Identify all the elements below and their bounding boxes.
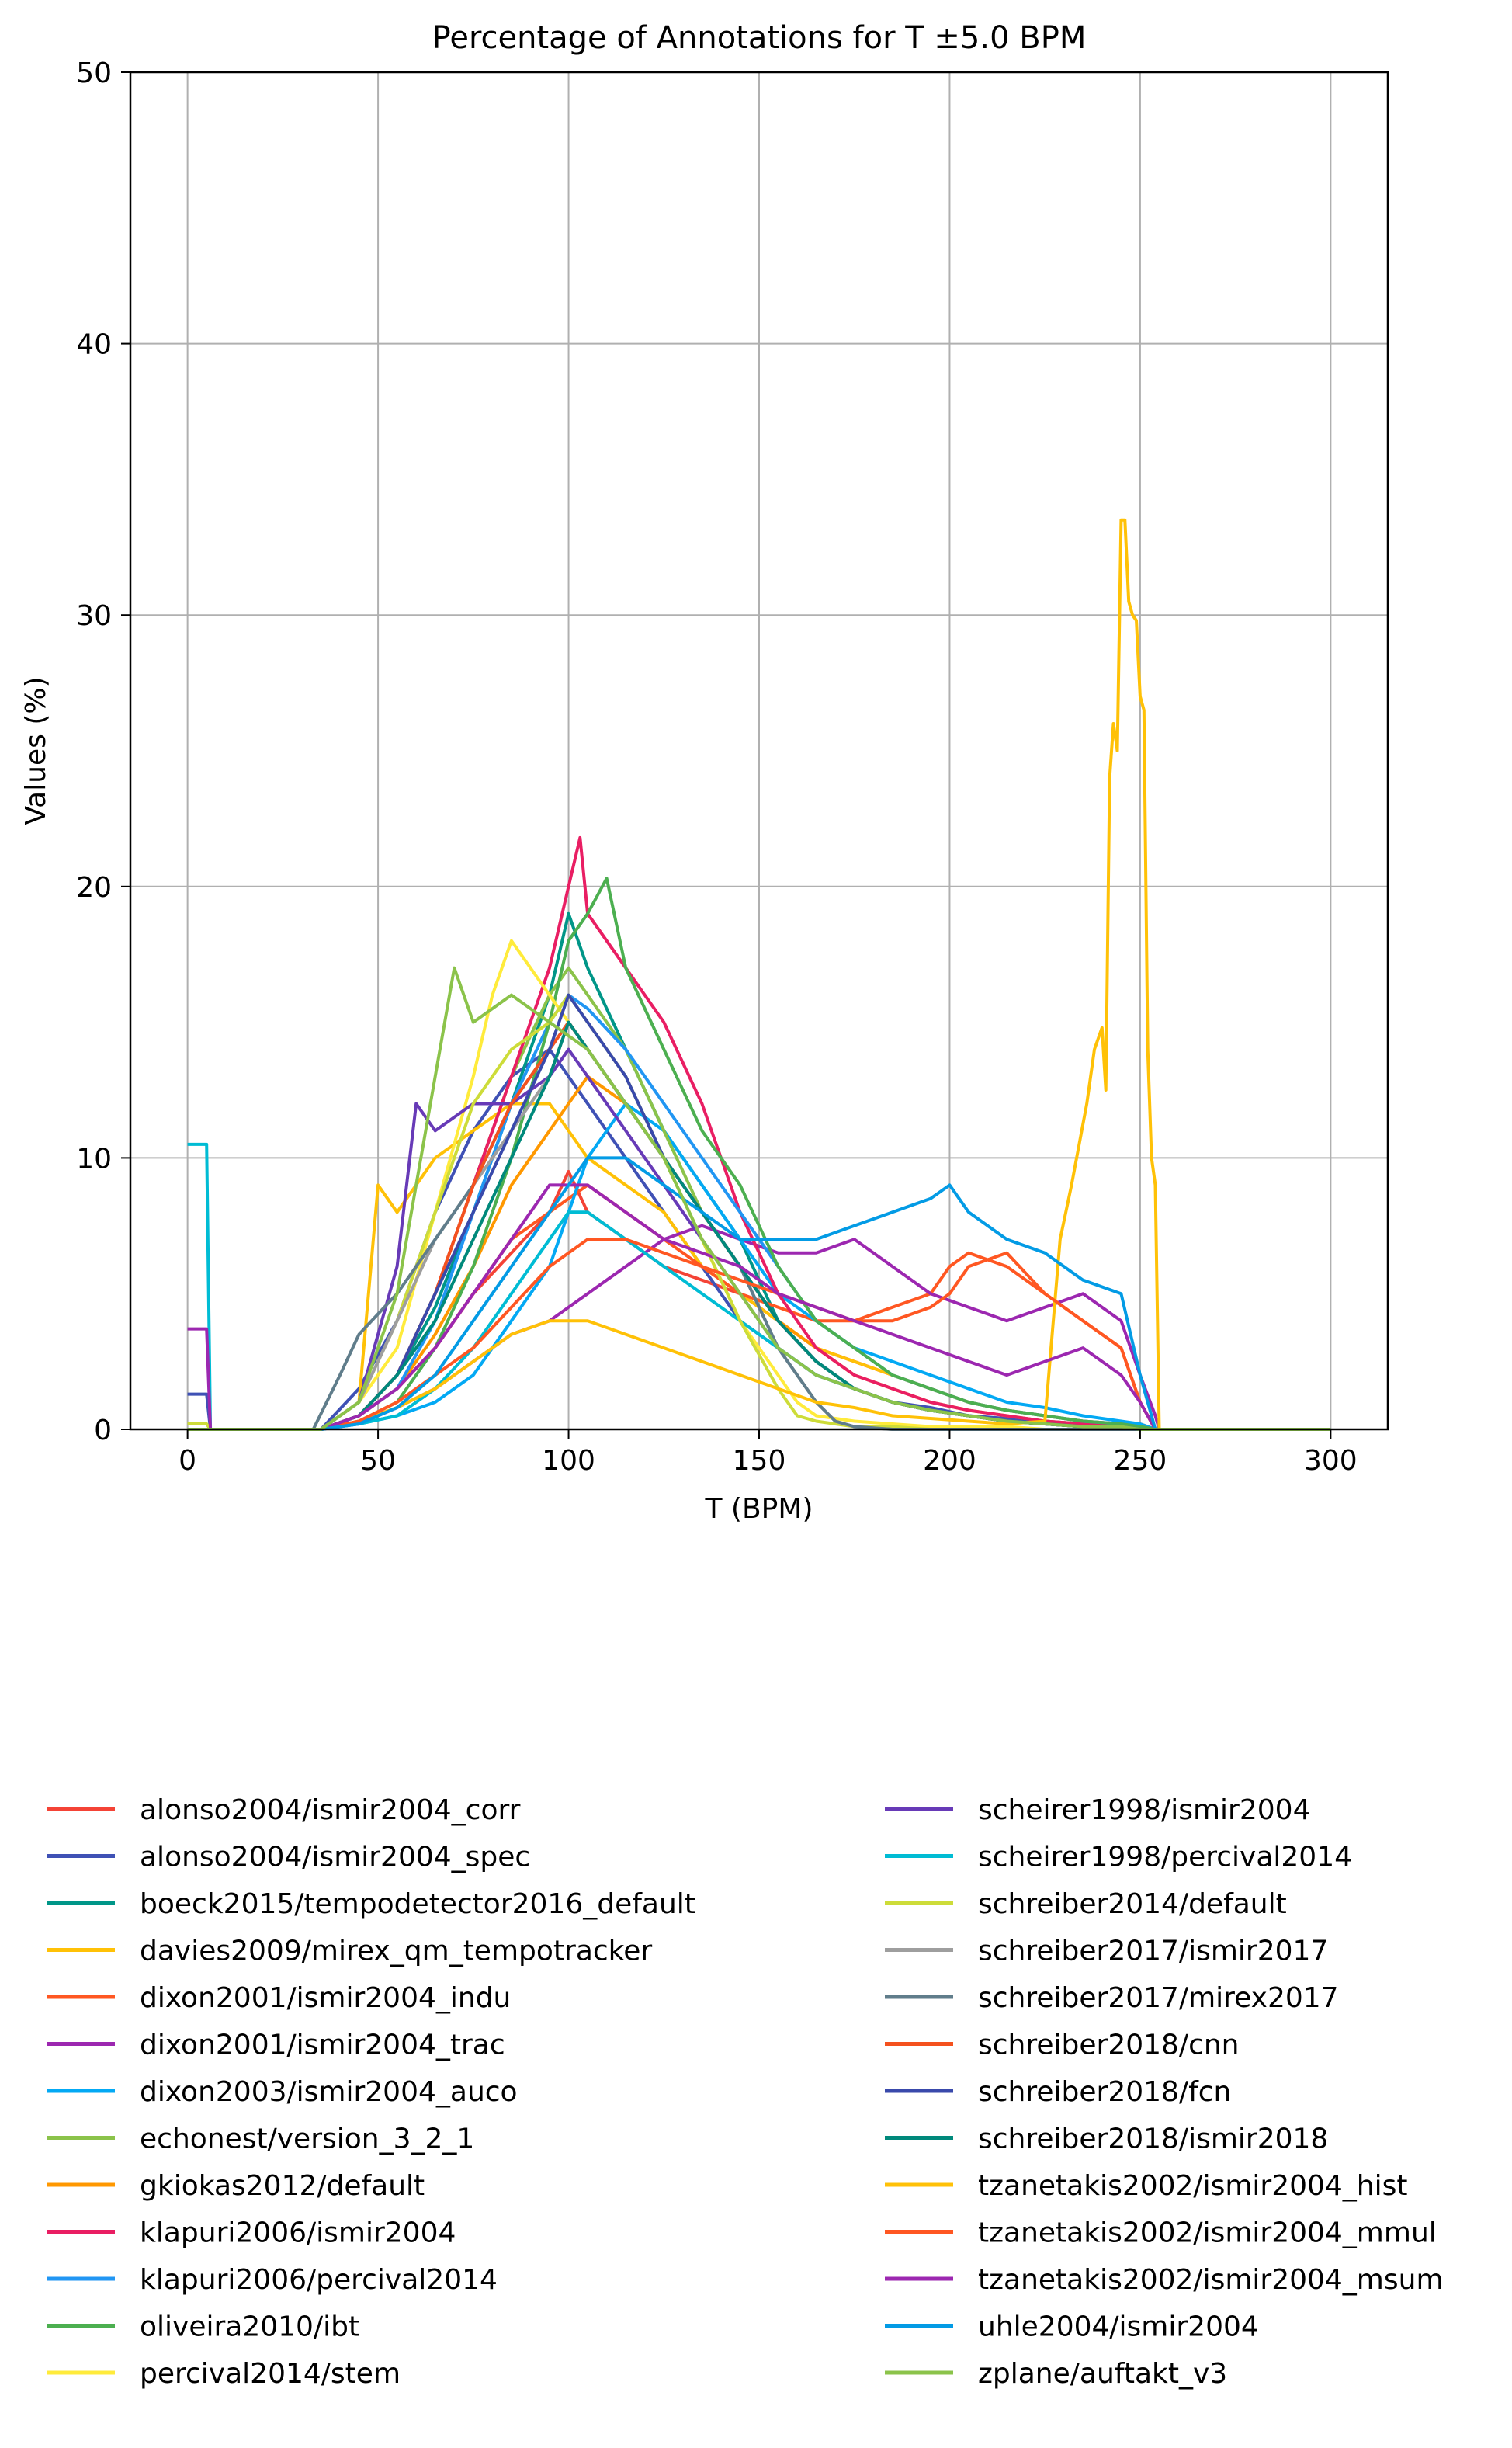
legend-item: alonso2004/ismir2004_corr xyxy=(47,1794,521,1826)
legend-item: dixon2003/ismir2004_auco xyxy=(47,2076,518,2108)
legend-label: scheirer1998/ismir2004 xyxy=(978,1794,1310,1826)
legend-item: dixon2001/ismir2004_trac xyxy=(47,2030,505,2061)
y-tick-label: 10 xyxy=(76,1143,112,1175)
legend-item: schreiber2017/mirex2017 xyxy=(885,1982,1339,2014)
legend-label: alonso2004/ismir2004_corr xyxy=(140,1794,521,1826)
y-tick-label: 30 xyxy=(76,600,112,632)
legend-item: oliveira2010/ibt xyxy=(47,2311,359,2343)
series-line-23 xyxy=(187,1238,1331,1431)
legend-label: schreiber2018/cnn xyxy=(978,2030,1240,2061)
legend-item: zplane/auftakt_v3 xyxy=(885,2358,1227,2390)
legend-label: scheirer1998/percival2014 xyxy=(978,1842,1352,1873)
chart-title: Percentage of Annotations for T ±5.0 BPM xyxy=(432,20,1087,56)
x-tick-label: 100 xyxy=(542,1445,595,1477)
series-line-24 xyxy=(187,1183,1331,1431)
legend-label: zplane/auftakt_v3 xyxy=(978,2358,1227,2390)
legend-label: tzanetakis2002/ismir2004_hist xyxy=(978,2170,1408,2202)
x-axis-ticks: 0 50 100 150 200 250 300 xyxy=(179,1429,1358,1477)
series-line-26 xyxy=(187,966,1331,1431)
legend-label: schreiber2018/fcn xyxy=(978,2076,1231,2108)
legend-item: scheirer1998/ismir2004 xyxy=(885,1794,1310,1826)
x-tick-label: 250 xyxy=(1114,1445,1167,1477)
legend-item: tzanetakis2002/ismir2004_hist xyxy=(885,2170,1408,2202)
legend-item: gkiokas2012/default xyxy=(47,2170,425,2202)
y-tick-label: 0 xyxy=(94,1415,112,1446)
legend-item: dixon2001/ismir2004_indu xyxy=(47,1982,511,2014)
legend-item: tzanetakis2002/ismir2004_mmul xyxy=(885,2217,1437,2249)
legend-label: uhle2004/ismir2004 xyxy=(978,2311,1259,2343)
legend-item: schreiber2014/default xyxy=(885,1888,1287,1920)
legend-label: gkiokas2012/default xyxy=(140,2170,425,2202)
legend: alonso2004/ismir2004_corr alonso2004/ismi… xyxy=(47,1794,1444,2390)
y-tick-label: 40 xyxy=(76,329,112,361)
legend-label: oliveira2010/ibt xyxy=(140,2311,359,2343)
legend-item: davies2009/mirex_qm_tempotracker xyxy=(47,1936,652,1967)
legend-label: percival2014/stem xyxy=(140,2358,401,2390)
legend-item: alonso2004/ismir2004_spec xyxy=(47,1842,530,1873)
legend-label: tzanetakis2002/ismir2004_mmul xyxy=(978,2217,1437,2249)
legend-item: percival2014/stem xyxy=(47,2358,401,2390)
legend-label: schreiber2018/ismir2018 xyxy=(978,2123,1328,2155)
y-axis-ticks: 0 10 20 30 40 50 xyxy=(76,57,130,1446)
legend-item: echonest/version_3_2_1 xyxy=(47,2123,474,2155)
legend-item: klapuri2006/ismir2004 xyxy=(47,2217,456,2249)
x-tick-label: 200 xyxy=(923,1445,976,1477)
legend-label: schreiber2014/default xyxy=(978,1888,1287,1920)
series-line-25 xyxy=(187,1156,1331,1431)
legend-label: echonest/version_3_2_1 xyxy=(140,2123,474,2155)
x-tick-label: 50 xyxy=(360,1445,396,1477)
legend-label: davies2009/mirex_qm_tempotracker xyxy=(140,1936,652,1967)
x-tick-label: 0 xyxy=(179,1445,196,1477)
legend-label: klapuri2006/percival2014 xyxy=(140,2264,498,2296)
legend-item: schreiber2017/ismir2017 xyxy=(885,1936,1328,1967)
legend-item: tzanetakis2002/ismir2004_msum xyxy=(885,2264,1444,2296)
legend-label: klapuri2006/ismir2004 xyxy=(140,2217,456,2249)
legend-label: boeck2015/tempodetector2016_default xyxy=(140,1888,695,1920)
legend-label: dixon2001/ismir2004_trac xyxy=(140,2030,505,2061)
legend-item: schreiber2018/ismir2018 xyxy=(885,2123,1328,2155)
y-tick-label: 50 xyxy=(76,57,112,89)
legend-item: klapuri2006/percival2014 xyxy=(47,2264,498,2296)
legend-label: dixon2003/ismir2004_auco xyxy=(140,2076,518,2108)
x-axis-label: T (BPM) xyxy=(705,1493,813,1525)
legend-label: schreiber2017/mirex2017 xyxy=(978,1982,1339,2014)
legend-label: dixon2001/ismir2004_indu xyxy=(140,1982,511,2014)
legend-item: schreiber2018/fcn xyxy=(885,2076,1231,2108)
legend-item: boeck2015/tempodetector2016_default xyxy=(47,1888,695,1920)
legend-item: schreiber2018/cnn xyxy=(885,2030,1240,2061)
legend-label: schreiber2017/ismir2017 xyxy=(978,1936,1328,1967)
legend-item: uhle2004/ismir2004 xyxy=(885,2311,1259,2343)
y-axis-label: Values (%) xyxy=(20,676,52,825)
legend-label: tzanetakis2002/ismir2004_msum xyxy=(978,2264,1444,2296)
y-tick-label: 20 xyxy=(76,872,112,904)
x-tick-label: 300 xyxy=(1304,1445,1358,1477)
legend-label: alonso2004/ismir2004_spec xyxy=(140,1842,530,1873)
x-tick-label: 150 xyxy=(733,1445,786,1477)
legend-item: scheirer1998/percival2014 xyxy=(885,1842,1352,1873)
